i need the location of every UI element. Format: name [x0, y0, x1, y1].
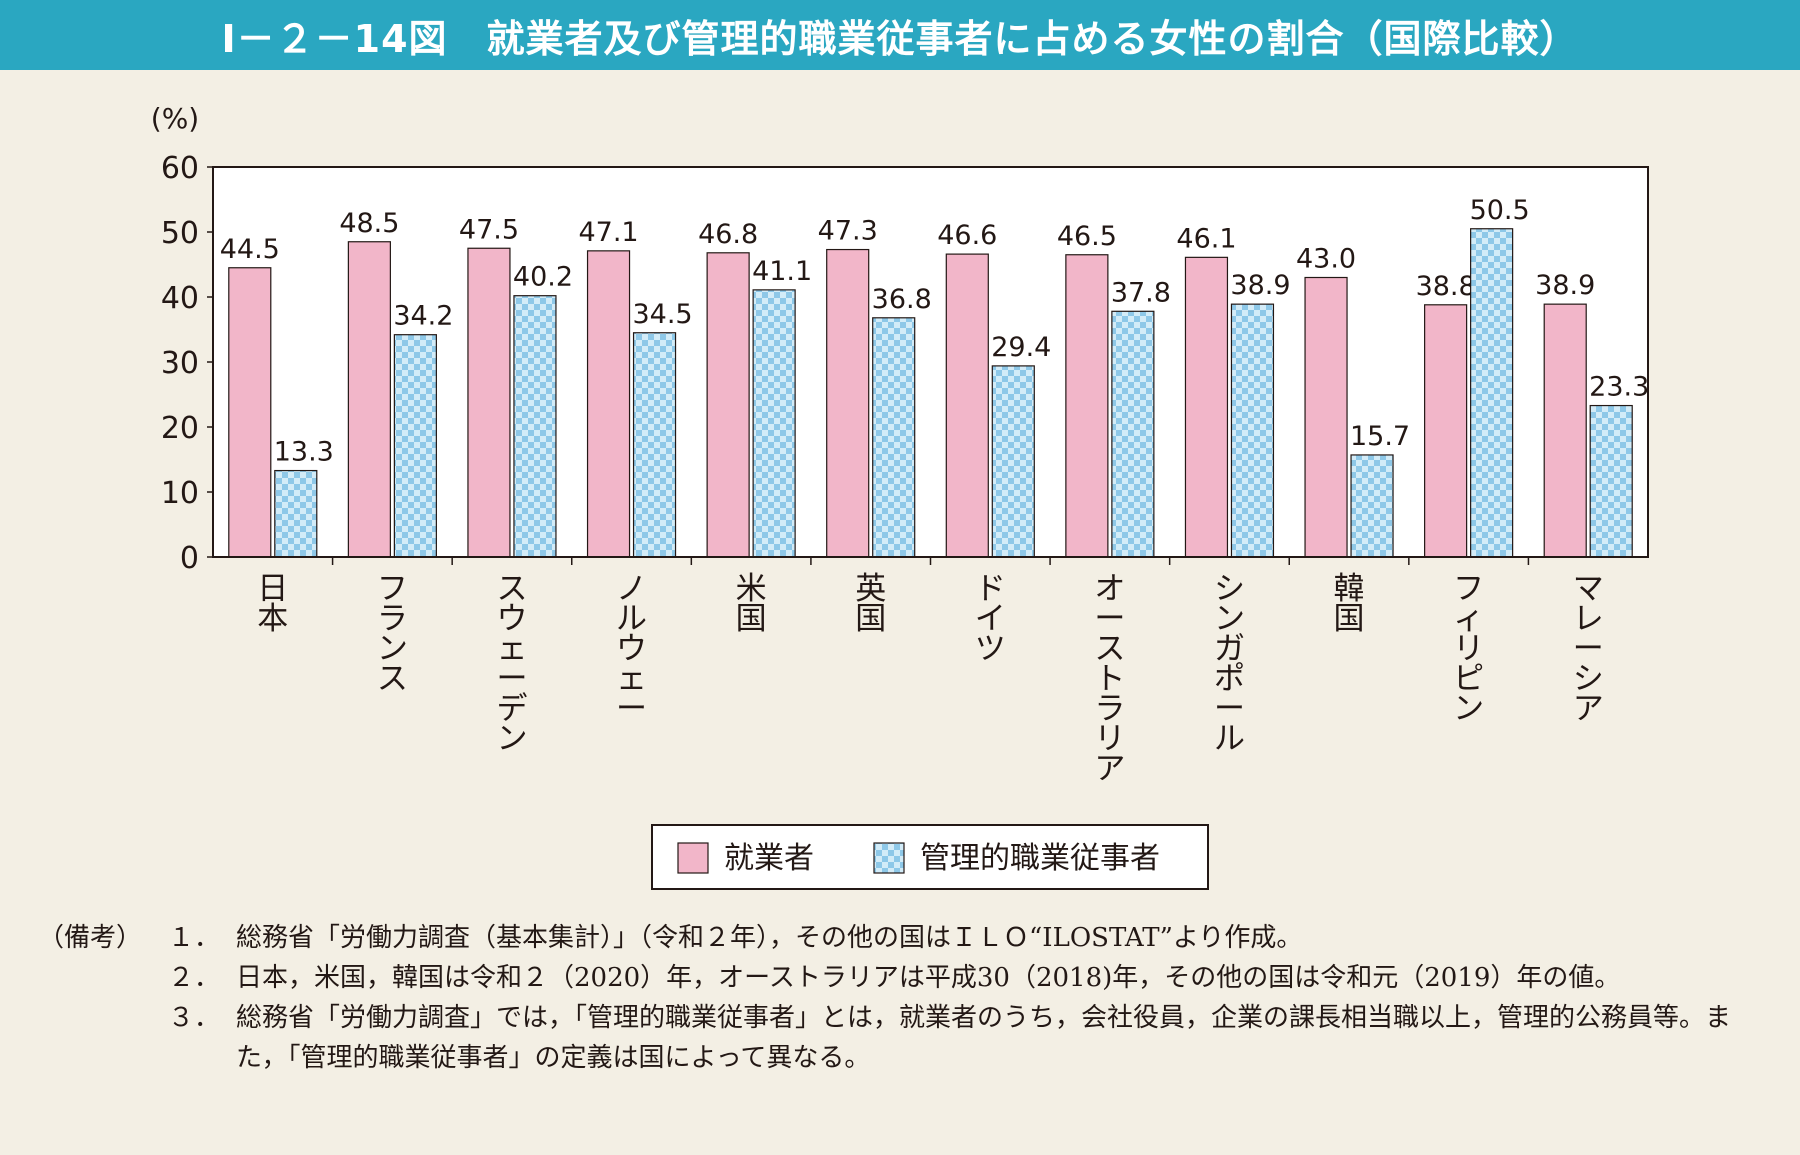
- bar-manager: [393, 334, 437, 558]
- legend: [651, 824, 1209, 890]
- data-label: 43.0: [1296, 244, 1356, 275]
- x-tick-label: マレーシア: [1573, 571, 1604, 727]
- bar-manager: [1111, 310, 1155, 558]
- data-label: 15.7: [1350, 421, 1410, 452]
- data-label: 48.5: [339, 208, 399, 239]
- bar-employed: [228, 267, 272, 558]
- bar-employed: [1543, 303, 1587, 558]
- bar-employed: [1065, 254, 1109, 558]
- footnote-text: 日本，米国，韓国は令和２（2020）年，オーストラリアは平成30（2018)年，…: [236, 963, 1621, 993]
- bar-employed: [1184, 256, 1229, 558]
- bar-manager: [1350, 454, 1394, 558]
- bar-employed: [826, 248, 870, 558]
- y-tick-label: 20: [161, 411, 199, 446]
- legend-label: 就業者: [724, 841, 814, 876]
- data-label: 47.3: [818, 216, 878, 247]
- x-tick-label: 韓国: [1334, 571, 1365, 637]
- footnote-text: 総務省「労働力調査」では，「管理的職業従事者」とは，就業者のうち，会社役員，企業…: [236, 1003, 1732, 1073]
- footnote-number: ２．: [168, 963, 221, 993]
- data-label: 41.1: [752, 256, 812, 287]
- y-tick-label: 30: [161, 346, 199, 381]
- data-label: 37.8: [1111, 277, 1171, 308]
- footnote-heading: （備考）: [38, 923, 143, 953]
- y-tick-label: 60: [161, 151, 199, 186]
- bar-manager: [1230, 303, 1275, 558]
- data-label: 50.5: [1470, 195, 1530, 226]
- data-label: 38.9: [1230, 270, 1290, 301]
- footnote-3: ３． 総務省「労働力調査」では，「管理的職業従事者」とは，就業者のうち，会社役員…: [38, 998, 1768, 1078]
- x-tick-label: シンガポール: [1214, 571, 1245, 757]
- bar-employed: [1304, 276, 1348, 558]
- footnote-number: ３．: [168, 1003, 221, 1033]
- bar-employed: [586, 250, 631, 558]
- plot-frame: [212, 166, 1649, 558]
- footnotes: （備考） １． 総務省「労働力調査（基本集計）」（令和２年），その他の国はＩＬＯ…: [38, 918, 1768, 1078]
- x-tick-label: ノルウェー: [616, 571, 647, 727]
- bar-manager: [991, 365, 1035, 558]
- bar-manager: [632, 332, 677, 558]
- legend-swatch-manager: [873, 842, 905, 874]
- bar-employed: [347, 241, 391, 558]
- title-bar: Ⅰ－２－14図 就業者及び管理的職業従事者に占める女性の割合（国際比較）: [0, 0, 1800, 70]
- x-tick-label: 日本: [257, 571, 288, 637]
- footnote-number: １．: [168, 923, 221, 953]
- y-tick-label: 0: [180, 541, 199, 576]
- bar-employed: [1424, 304, 1468, 558]
- bar-manager: [513, 295, 557, 558]
- bar-manager: [1470, 228, 1514, 558]
- data-label: 46.6: [937, 220, 997, 251]
- data-label: 23.3: [1589, 372, 1649, 403]
- data-label: 40.2: [513, 262, 573, 293]
- bar-manager: [1589, 404, 1633, 558]
- x-tick-label: フランス: [377, 571, 408, 697]
- bar-manager: [274, 469, 318, 558]
- bar-manager: [752, 289, 796, 558]
- data-label: 46.5: [1057, 221, 1117, 252]
- data-label: 44.5: [220, 234, 280, 265]
- data-label: 34.2: [393, 301, 453, 332]
- legend-swatch-employed: [677, 842, 709, 874]
- data-label: 46.8: [698, 219, 758, 250]
- x-tick-label: ドイツ: [975, 571, 1006, 667]
- footnote-2: ２． 日本，米国，韓国は令和２（2020）年，オーストラリアは平成30（2018…: [38, 958, 1768, 998]
- data-label: 46.1: [1176, 223, 1236, 254]
- x-tick-label: オーストラリア: [1094, 571, 1125, 787]
- data-label: 47.5: [459, 214, 519, 245]
- y-tick-label: 40: [161, 281, 199, 316]
- data-label: 29.4: [991, 332, 1051, 363]
- chart-title: Ⅰ－２－14図 就業者及び管理的職業従事者に占める女性の割合（国際比較）: [221, 16, 1579, 61]
- y-axis-label: (%): [151, 102, 199, 135]
- legend-label: 管理的職業従事者: [920, 841, 1160, 876]
- data-label: 47.1: [578, 217, 638, 248]
- y-tick-label: 10: [161, 476, 199, 511]
- data-label: 38.8: [1416, 271, 1476, 302]
- x-tick-label: フィリピン: [1453, 571, 1484, 727]
- x-tick-label: 米国: [736, 571, 767, 637]
- footnote-1: （備考） １． 総務省「労働力調査（基本集計）」（令和２年），その他の国はＩＬＯ…: [38, 918, 1768, 958]
- data-label: 34.5: [632, 299, 692, 330]
- bar-manager: [872, 317, 916, 558]
- bar-chart: 0 10 20 30 40 50 60 (%) 44.5 13.3 日本 48.5 34.2 フランス 47…: [151, 102, 1649, 890]
- x-tick-label: スウェーデン: [496, 571, 527, 757]
- footnote-text: 総務省「労働力調査（基本集計）」（令和２年），その他の国はＩＬＯ“ILOSTAT…: [236, 923, 1303, 953]
- x-tick-label: 英国: [855, 571, 886, 637]
- data-label: 38.9: [1535, 270, 1595, 301]
- bar-employed: [467, 247, 511, 558]
- data-label: 36.8: [872, 284, 932, 315]
- data-label: 13.3: [274, 437, 334, 468]
- bar-employed: [945, 253, 989, 558]
- y-tick-label: 50: [161, 216, 199, 251]
- plot-area: [213, 167, 1648, 557]
- bar-employed: [706, 252, 750, 558]
